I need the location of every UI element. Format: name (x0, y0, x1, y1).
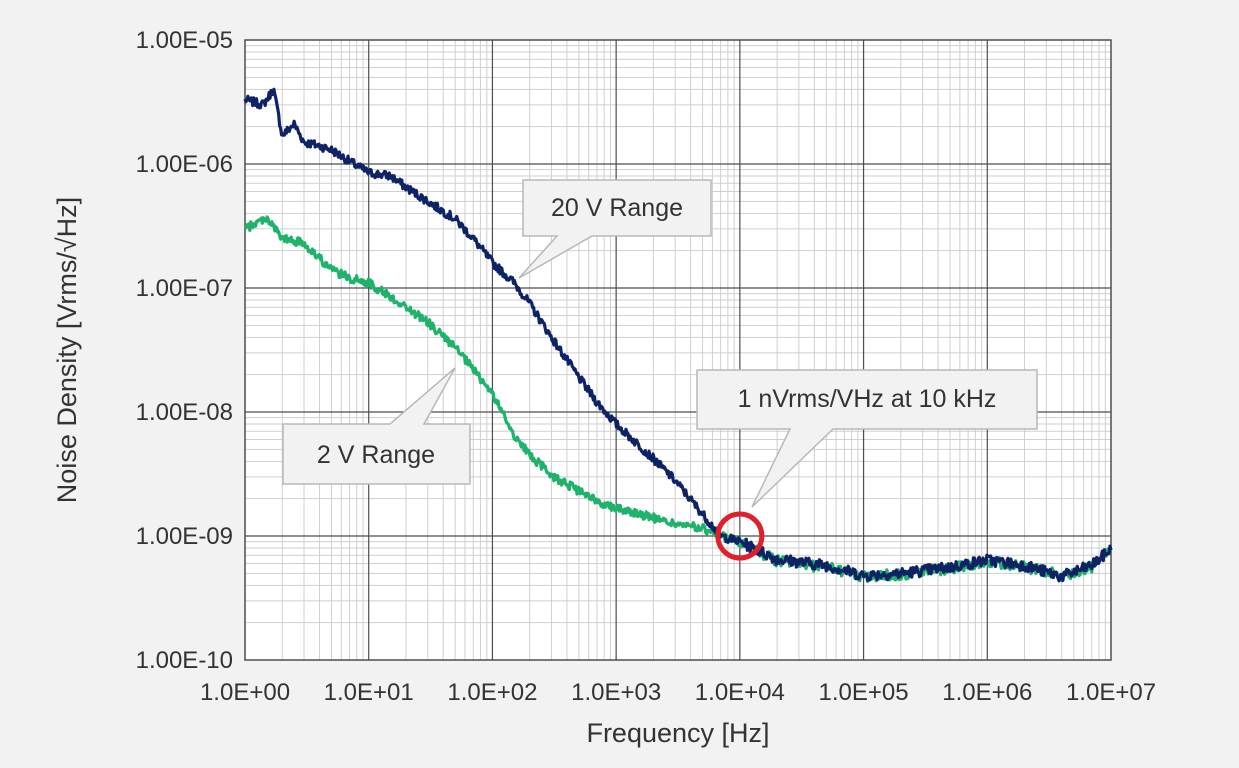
callout-20v-label: 20 V Range (551, 194, 683, 222)
callout-1nv-label: 1 nVrms/VHz at 10 kHz (738, 385, 997, 413)
y-axis-title: Noise Density [Vrms/√Hz] (52, 197, 82, 503)
x-axis-title: Frequency [Hz] (586, 718, 769, 748)
x-tick-label: 1.0E+05 (819, 679, 909, 706)
y-tick-label: 1.00E-07 (136, 275, 233, 302)
callout-2v: 2 V Range (282, 367, 471, 485)
x-tick-label: 1.0E+03 (571, 679, 661, 706)
callout-20v-box (518, 179, 712, 279)
x-tick-label: 1.0E+01 (324, 679, 414, 706)
major-gridlines (245, 40, 1111, 660)
y-tick-label: 1.00E-10 (136, 647, 233, 674)
callout-2v-label: 2 V Range (317, 441, 435, 469)
y-tick-label: 1.00E-08 (136, 399, 233, 426)
plot-frame (244, 39, 1112, 661)
x-tick-label: 1.0E+06 (942, 679, 1032, 706)
callout-2v-box (282, 367, 471, 485)
x-tick-label: 1.0E+07 (1066, 679, 1156, 706)
plot-area (245, 40, 1111, 660)
highlight-circle-marker (715, 511, 765, 561)
x-tick-label: 1.0E+04 (695, 679, 785, 706)
x-tick-label: 1.0E+00 (200, 679, 290, 706)
y-tick-label: 1.00E-05 (136, 27, 233, 54)
y-tick-label: 1.00E-09 (136, 523, 233, 550)
y-tick-labels: 1.00E-05 1.00E-06 1.00E-07 1.00E-08 1.00E-09… (136, 27, 233, 674)
series-layer (243, 87, 1113, 584)
series-line-20v (243, 87, 1113, 583)
y-tick-label: 1.00E-06 (136, 151, 233, 178)
x-tick-labels: 1.0E+00 1.0E+01 1.0E+02 1.0E+03 1.0E+04 1.0E+… (200, 679, 1156, 706)
callout-1nv: 1 nVrms/VHz at 10 kHz (696, 369, 1038, 508)
x-tick-label: 1.0E+02 (447, 679, 537, 706)
callout-20v: 20 V Range (518, 179, 712, 279)
callout-1nv-box (696, 369, 1038, 508)
